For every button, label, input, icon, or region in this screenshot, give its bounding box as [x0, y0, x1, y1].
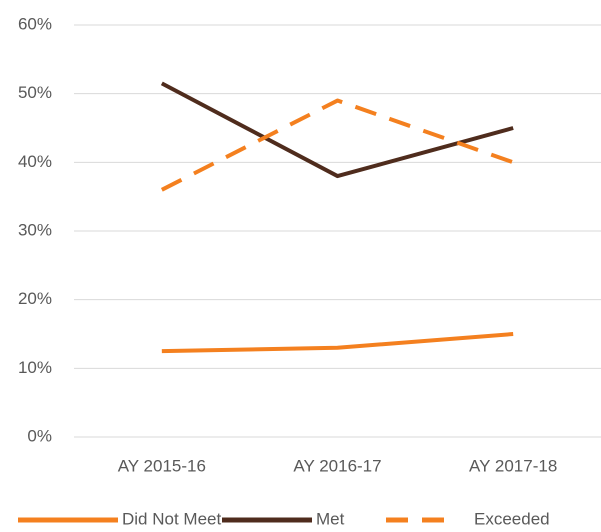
- legend-label: Exceeded: [474, 509, 550, 528]
- y-tick-label: 20%: [18, 289, 52, 308]
- y-tick-label: 10%: [18, 358, 52, 377]
- y-tick-label: 30%: [18, 220, 52, 239]
- x-tick-label: AY 2016-17: [293, 456, 381, 475]
- y-tick-label: 50%: [18, 83, 52, 102]
- series-line: [160, 98, 514, 192]
- legend-label: Did Not Meet: [122, 509, 221, 528]
- series-line: [160, 81, 514, 179]
- legend-label: Met: [316, 509, 345, 528]
- y-tick-label: 0%: [27, 426, 52, 445]
- x-tick-label: AY 2017-18: [469, 456, 557, 475]
- series-line: [161, 332, 514, 354]
- y-tick-label: 40%: [18, 152, 52, 171]
- x-tick-label: AY 2015-16: [118, 456, 206, 475]
- y-tick-label: 60%: [18, 14, 52, 33]
